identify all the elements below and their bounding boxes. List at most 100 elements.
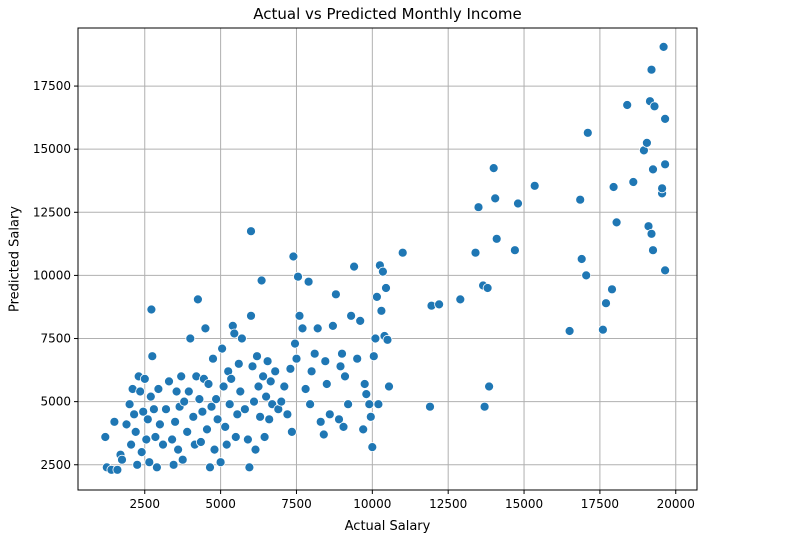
data-point bbox=[236, 333, 247, 344]
data-point bbox=[290, 338, 300, 349]
data-point bbox=[176, 371, 187, 382]
data-point bbox=[200, 323, 211, 334]
x-tick-label: 10000 bbox=[353, 497, 391, 511]
data-point bbox=[318, 429, 329, 440]
data-point bbox=[330, 289, 341, 300]
data-point bbox=[479, 401, 490, 412]
y-tick-label: 12500 bbox=[33, 205, 71, 219]
y-tick-label: 2500 bbox=[40, 458, 71, 472]
data-point bbox=[293, 271, 303, 282]
data-point bbox=[270, 366, 281, 377]
data-point bbox=[246, 226, 256, 237]
data-point bbox=[491, 233, 502, 244]
data-point bbox=[142, 414, 153, 425]
data-point bbox=[488, 163, 499, 174]
data-point bbox=[628, 177, 639, 187]
data-point bbox=[660, 114, 670, 124]
data-point bbox=[648, 245, 658, 256]
data-point bbox=[340, 371, 350, 382]
data-point bbox=[261, 391, 272, 402]
data-point bbox=[212, 414, 223, 425]
data-point bbox=[343, 399, 354, 410]
data-point bbox=[252, 351, 262, 362]
data-point bbox=[150, 432, 161, 442]
data-point bbox=[146, 304, 157, 315]
data-point bbox=[575, 194, 586, 205]
data-point bbox=[135, 386, 146, 397]
data-point bbox=[148, 404, 159, 415]
data-point bbox=[265, 376, 276, 387]
data-point bbox=[338, 421, 349, 432]
data-point bbox=[425, 401, 435, 412]
data-point bbox=[170, 416, 181, 427]
data-point bbox=[132, 459, 143, 470]
data-point bbox=[649, 101, 660, 112]
data-point bbox=[320, 356, 331, 367]
data-point bbox=[161, 404, 171, 415]
data-point bbox=[315, 416, 326, 427]
x-tick-label: 12500 bbox=[429, 497, 467, 511]
data-point bbox=[205, 462, 215, 473]
data-point bbox=[327, 320, 338, 331]
data-point bbox=[220, 421, 231, 432]
data-point bbox=[660, 265, 670, 276]
data-point bbox=[367, 442, 378, 453]
data-point bbox=[218, 381, 229, 392]
data-point bbox=[455, 294, 466, 305]
data-point bbox=[215, 457, 226, 468]
data-point bbox=[382, 334, 393, 345]
data-point bbox=[235, 386, 246, 397]
data-point bbox=[334, 414, 344, 425]
chart-title: Actual vs Predicted Monthly Income bbox=[253, 5, 521, 23]
data-point bbox=[490, 193, 501, 204]
data-point bbox=[249, 396, 259, 407]
data-point bbox=[288, 251, 299, 262]
plot-frame bbox=[77, 27, 698, 491]
data-point bbox=[121, 419, 132, 430]
data-point bbox=[112, 464, 123, 475]
x-tick-label: 17500 bbox=[581, 497, 619, 511]
data-point bbox=[286, 426, 297, 437]
data-point bbox=[151, 462, 162, 473]
data-point bbox=[276, 396, 287, 407]
data-point bbox=[145, 391, 156, 402]
data-points bbox=[100, 42, 670, 475]
data-point bbox=[264, 414, 275, 425]
x-tick-label: 20000 bbox=[657, 497, 695, 511]
data-point bbox=[139, 373, 150, 384]
data-point bbox=[291, 353, 302, 364]
data-point bbox=[226, 373, 237, 384]
x-axis-label: Actual Salary bbox=[345, 519, 431, 534]
data-point bbox=[256, 275, 267, 286]
data-point bbox=[358, 424, 369, 435]
data-point bbox=[244, 462, 255, 473]
data-point bbox=[648, 164, 658, 175]
data-point bbox=[364, 399, 375, 410]
data-point bbox=[300, 384, 311, 394]
data-point bbox=[306, 366, 317, 377]
data-point bbox=[117, 454, 127, 465]
y-tick-label: 17500 bbox=[33, 79, 71, 93]
data-point bbox=[221, 439, 232, 450]
data-point bbox=[312, 323, 323, 334]
data-point bbox=[337, 348, 347, 359]
data-point bbox=[346, 310, 357, 321]
y-tick-label: 7500 bbox=[40, 332, 71, 346]
data-point bbox=[598, 324, 608, 335]
data-point bbox=[324, 409, 335, 420]
data-point bbox=[365, 411, 376, 422]
data-point bbox=[285, 363, 296, 374]
data-point bbox=[611, 217, 622, 228]
x-tick-label: 7500 bbox=[281, 497, 312, 511]
data-point bbox=[247, 361, 258, 372]
data-point bbox=[355, 315, 366, 326]
data-point bbox=[153, 384, 164, 394]
data-point bbox=[381, 283, 391, 293]
data-point bbox=[224, 399, 235, 410]
y-axis-label: Predicted Salary bbox=[8, 206, 23, 312]
y-axis-ticks: 2500 5000 7500 10000 12500 15000 17500 bbox=[33, 79, 78, 472]
data-point bbox=[179, 396, 190, 407]
data-point bbox=[564, 326, 575, 336]
data-point bbox=[608, 182, 619, 192]
data-point bbox=[177, 454, 188, 465]
